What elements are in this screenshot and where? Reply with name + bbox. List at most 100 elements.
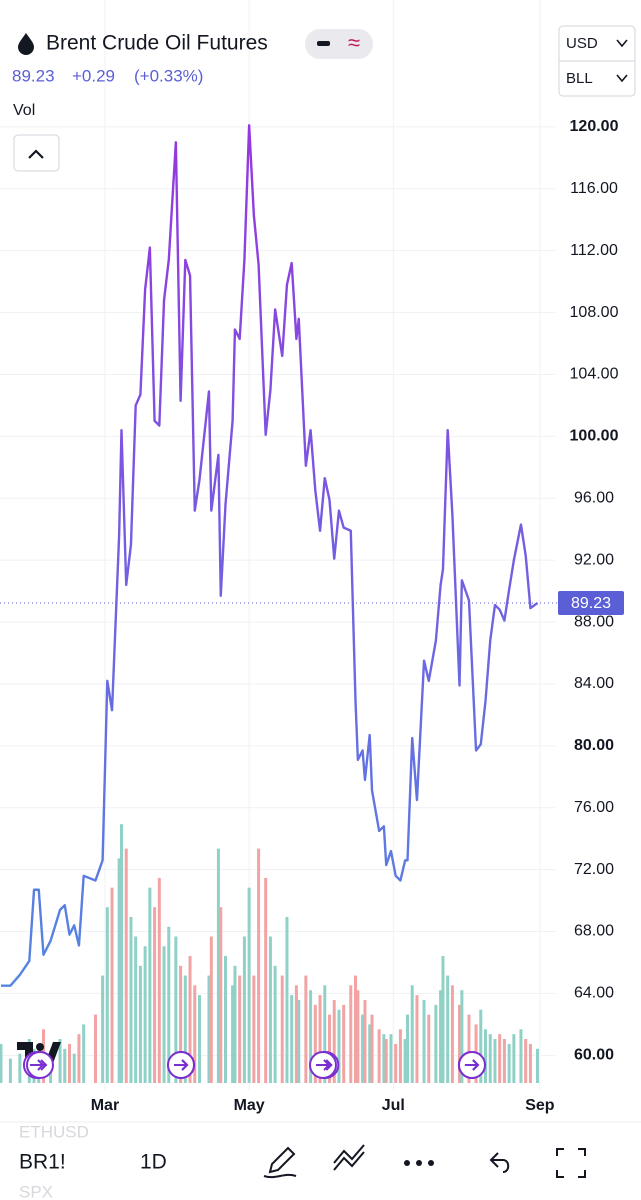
y-tick-label: 80.00 <box>574 737 614 754</box>
volume-bar <box>183 975 187 1083</box>
symbol-above: ETHUSD <box>19 1122 89 1141</box>
y-tick-label: 104.00 <box>570 366 619 383</box>
event-markers <box>22 1051 486 1079</box>
volume-bar <box>458 1004 462 1083</box>
y-tick-label: 96.00 <box>574 489 614 506</box>
y-tick-label: 88.00 <box>574 613 614 630</box>
volume-bar <box>167 926 171 1083</box>
volume-bar <box>354 975 358 1083</box>
y-tick-label: 76.00 <box>574 799 614 816</box>
volume-bar <box>0 1043 3 1083</box>
volume-bar <box>242 936 246 1083</box>
volume-bar <box>216 848 220 1083</box>
volume-bar <box>117 858 121 1083</box>
volume-bar <box>129 916 133 1083</box>
volume-bar <box>384 1039 388 1083</box>
volume-bar <box>110 887 114 1083</box>
event-arrow <box>174 1059 189 1071</box>
axes: 60.00 64.00 68.00 72.00 76.00 80.00 84.00 88.00… <box>0 118 624 1114</box>
volume-bar <box>439 990 443 1083</box>
y-tick-label: 72.00 <box>574 861 614 878</box>
volume-bar <box>58 1039 62 1083</box>
volume-bar <box>498 1034 502 1083</box>
symbol-below: SPX <box>19 1182 53 1200</box>
volume-bar <box>77 1034 81 1083</box>
volume-bar <box>484 1029 488 1083</box>
drop-icon <box>18 33 34 55</box>
volume-bar <box>72 1053 76 1083</box>
volume-bar <box>441 956 445 1083</box>
volume-bar <box>264 877 268 1083</box>
symbol-title: Brent Crude Oil Futures <box>46 32 268 55</box>
interval[interactable]: 1D <box>140 1151 167 1174</box>
volume-bar <box>188 956 192 1083</box>
volume-bar <box>467 1014 471 1083</box>
volume-bar <box>507 1043 511 1083</box>
volume-bar <box>356 990 360 1083</box>
volume-bar <box>512 1034 516 1083</box>
undo[interactable] <box>489 1152 510 1173</box>
y-tick-label: 64.00 <box>574 985 614 1002</box>
volume-bar <box>294 985 298 1083</box>
indicator-tool[interactable] <box>333 1144 365 1171</box>
volume-bar <box>342 1004 346 1083</box>
volume-bar <box>337 1009 341 1083</box>
y-tick-label: 84.00 <box>574 675 614 692</box>
y-tick-label: 60.00 <box>574 1047 614 1064</box>
volume-bar <box>63 1048 67 1083</box>
draw-tool[interactable] <box>263 1146 297 1179</box>
volume-bar <box>193 985 197 1083</box>
volume-bar <box>233 965 237 1083</box>
currency: USD <box>566 35 598 52</box>
toolbar: ETHUSD BR1! SPX 1D <box>0 1121 641 1200</box>
price-layer <box>0 124 539 987</box>
y-tick-label: 108.00 <box>570 304 619 321</box>
volume-bar <box>460 990 464 1083</box>
toggle[interactable] <box>305 29 373 59</box>
volume-bar <box>363 999 367 1083</box>
volume-bar <box>153 907 157 1083</box>
volume-bar <box>403 1039 407 1083</box>
toggle-approx: ≈ <box>348 30 360 55</box>
volume-bar <box>524 1039 528 1083</box>
chevron <box>28 149 44 159</box>
fullscreen[interactable] <box>556 1148 586 1178</box>
volume-bar <box>82 1024 86 1083</box>
volume-bar <box>280 975 284 1083</box>
volume-bar <box>197 995 201 1083</box>
change-pct: (+0.33%) <box>134 66 203 85</box>
volume-bar <box>309 990 313 1083</box>
volume-bar <box>207 975 211 1083</box>
price-line <box>0 124 539 987</box>
volume-bar <box>247 887 251 1083</box>
volume-bar <box>209 936 213 1083</box>
volume-bar <box>427 1014 431 1083</box>
event-arrow <box>29 1059 45 1071</box>
volume-bar <box>519 1029 523 1083</box>
more-tool[interactable] <box>404 1160 434 1166</box>
x-tick-label: Mar <box>91 1097 119 1114</box>
volume-bar <box>157 877 161 1083</box>
x-tick-label: Jul <box>382 1097 405 1114</box>
volume-bar <box>313 1004 317 1083</box>
volume-bar <box>148 887 152 1083</box>
y-tick-label: 100.00 <box>570 428 619 445</box>
y-tick-label: 68.00 <box>574 923 614 940</box>
header: Brent Crude Oil Futures ≈ 89.23 +0.29 (+… <box>12 25 636 172</box>
volume-bar <box>290 995 294 1083</box>
volume-bar <box>422 999 426 1083</box>
last-price: 89.23 <box>12 66 55 85</box>
volume-bar <box>67 1043 71 1083</box>
x-tick-label: Sep <box>525 1097 555 1114</box>
volume-bar <box>389 1034 393 1083</box>
volume-bar <box>231 985 235 1083</box>
symbol[interactable]: BR1! <box>19 1151 66 1174</box>
volume-bar <box>101 975 105 1083</box>
event-arrow <box>318 1059 333 1071</box>
volume-bar <box>252 975 256 1083</box>
volume-bar <box>174 936 178 1083</box>
y-tick-label: 112.00 <box>570 242 618 259</box>
volume-bar <box>382 1034 386 1083</box>
volume-bar <box>105 907 109 1083</box>
volume-bar <box>323 985 327 1083</box>
